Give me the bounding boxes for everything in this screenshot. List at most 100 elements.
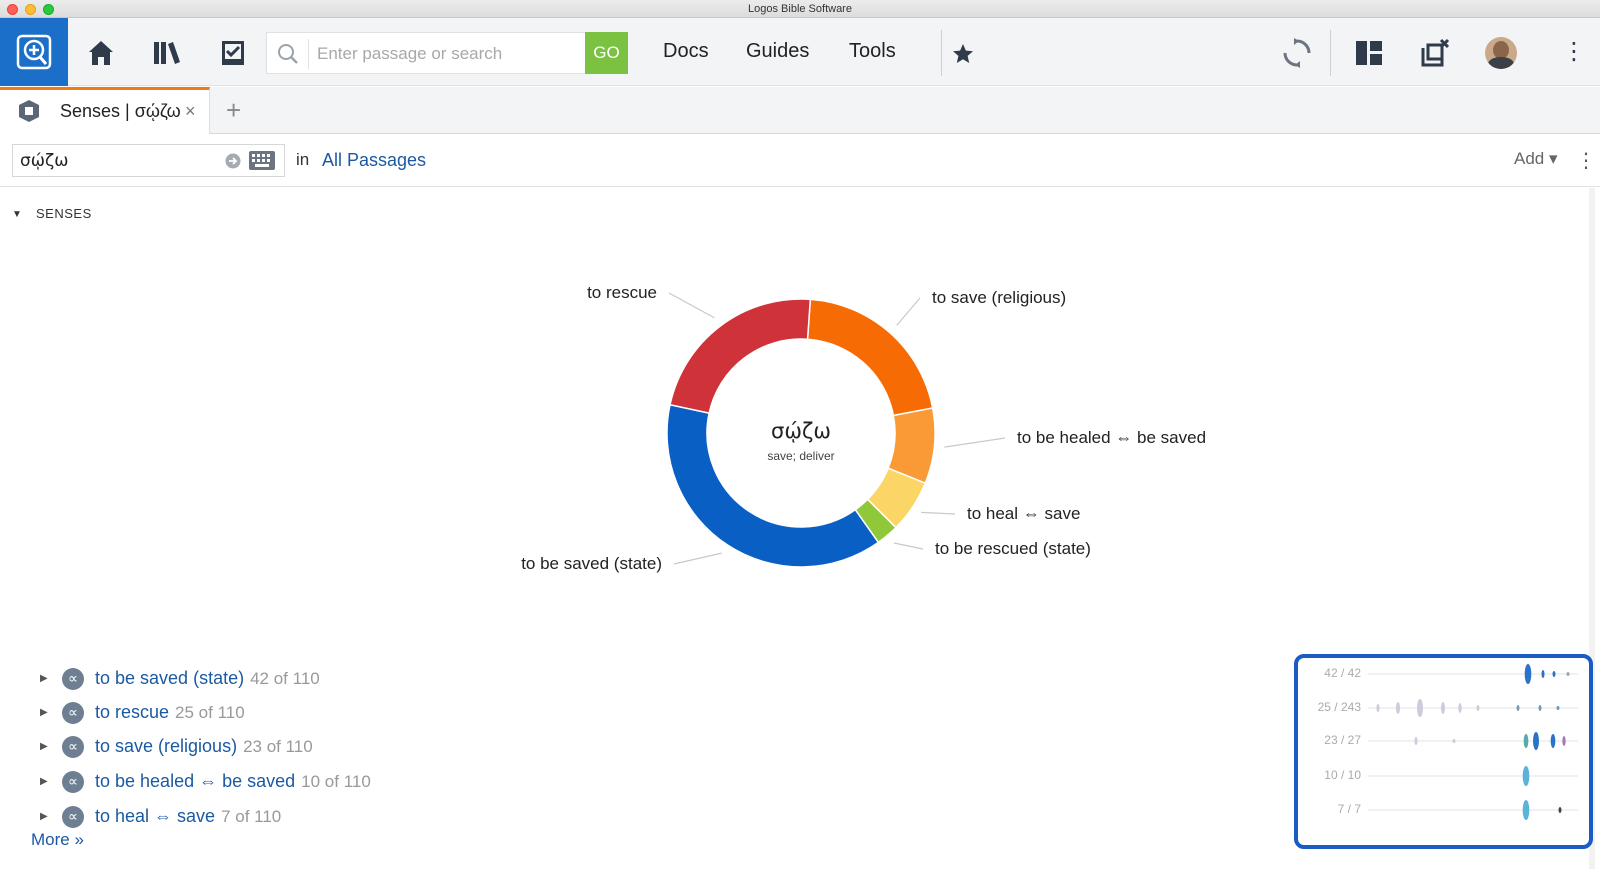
add-tab-button[interactable]: + [226,95,242,125]
sense-link[interactable]: to heal ⇔ save 7 of 110 [95,806,282,826]
slice-label: to heal ⇔ save [967,504,1080,523]
sparkline-graph [1368,664,1578,684]
sense-icon: ∝ [62,806,84,828]
sparkline-mark [1516,705,1520,711]
tab-senses[interactable]: Senses | σῴζω × [0,87,210,134]
slice-leader-line [893,542,924,550]
user-avatar[interactable] [1485,37,1517,69]
slice-label: to be healed ⇔ be saved [1017,428,1206,447]
sense-link[interactable]: to be saved (state) 42 of 110 [95,668,320,688]
sparkline-count: 25 / 243 [1317,700,1361,714]
occurrence-sparkline-panel: 42 / 42 25 / 243 23 / 27 10 / 10 7 / 7 [1294,654,1593,849]
sense-link[interactable]: to be healed ⇔ be saved 10 of 110 [95,771,371,791]
guides-menu[interactable]: Guides [746,40,810,62]
slice-leader-line [673,552,722,565]
passage-search-input[interactable] [317,39,572,69]
panel-menu-icon[interactable]: ⋮ [1576,150,1596,172]
slice-label: to be rescued (state) [935,539,1091,558]
sync-icon[interactable] [1282,38,1312,68]
sparkline-row[interactable]: 7 / 7 [1298,795,1589,825]
docs-menu[interactable]: Docs [663,40,709,62]
scope-selector[interactable]: All Passages [322,150,427,170]
sparkline-mark [1533,732,1539,750]
expand-caret-icon[interactable]: ▶ [40,673,48,684]
logos-search-button[interactable] [0,18,68,86]
close-window-button[interactable] [7,4,18,15]
more-options-icon[interactable]: ⋮ [1562,38,1586,65]
go-button[interactable]: GO [585,32,628,74]
sparkline-mark [1522,766,1530,786]
tasks-checklist-icon[interactable] [218,38,248,68]
expand-caret-icon[interactable]: ▶ [40,707,48,718]
donut-slice[interactable] [806,298,934,417]
keyboard-icon[interactable] [249,151,275,170]
tab-label: Senses | σῴζω [60,101,181,121]
sparkline-mark [1562,736,1566,746]
sense-count: 42 of 110 [250,669,320,688]
expand-caret-icon[interactable]: ▶ [40,741,48,752]
sparkline-graph [1368,766,1578,786]
donut-slice[interactable] [669,298,812,415]
passage-search-box [266,32,628,74]
search-icon [278,44,298,64]
senses-section-title[interactable]: SENSES [36,206,92,221]
toolbar-divider-right [1330,30,1331,76]
sparkline-graph [1368,699,1578,717]
add-menu-button[interactable]: Add ▾ [1514,149,1558,168]
query-bar: in All Passages Add ▾ ⋮ [0,135,1600,187]
go-arrow-icon[interactable] [225,153,241,169]
expand-caret-icon[interactable]: ▶ [40,811,48,822]
logos-logo-icon [16,34,52,70]
layouts-icon[interactable] [1354,38,1384,68]
sense-link[interactable]: to save (religious) 23 of 110 [95,736,313,756]
title-bar: Logos Bible Software [0,0,1600,18]
sense-icon: ∝ [62,702,84,724]
sparkline-row[interactable]: 10 / 10 [1298,761,1589,791]
sparkline-mark [1558,807,1562,813]
sparkline-mark [1523,734,1529,748]
lemma-input[interactable] [20,149,210,173]
sparkline-count: 7 / 7 [1337,802,1361,816]
close-panels-icon[interactable] [1420,38,1450,68]
sparkline-row[interactable]: 42 / 42 [1298,659,1589,689]
search-divider [308,39,309,69]
sparkline-mark [1376,704,1380,712]
window-title: Logos Bible Software [748,3,852,15]
sparkline-mark [1566,672,1570,676]
tools-menu[interactable]: Tools [849,40,896,62]
more-senses-link[interactable]: More » [31,830,84,849]
expand-caret-icon[interactable]: ▶ [40,776,48,787]
sense-count: 23 of 110 [243,737,313,756]
sense-link[interactable]: to rescue 25 of 110 [95,702,245,722]
zoom-window-button[interactable] [43,4,54,15]
sparkline-row[interactable]: 23 / 27 [1298,726,1589,756]
senses-donut-chart: to save (religious) to be healed ⇔ be sav… [521,283,1206,573]
chart-center-subtitle: save; deliver [767,449,834,463]
sparkline-count: 23 / 27 [1324,733,1361,747]
main-toolbar: GO Docs Guides Tools ⋮ [0,18,1600,86]
slice-leader-line [921,511,956,515]
lemma-input-box [12,144,285,177]
sparkline-mark [1476,705,1480,711]
collapse-senses-arrow-icon[interactable]: ▼ [12,209,22,220]
chart-center-title: σῴζω [771,419,831,443]
star-favorites-icon[interactable] [951,42,975,66]
slice-label: to rescue [587,283,657,302]
sparkline-mark [1522,800,1530,820]
tab-close-icon[interactable]: × [185,101,196,121]
senses-tool-icon [19,100,39,122]
donut-slice[interactable] [666,403,880,568]
slice-label: to save (religious) [932,288,1066,307]
home-icon[interactable] [86,38,116,68]
sparkline-graph [1368,732,1578,750]
sparkline-mark [1458,703,1462,713]
minimize-window-button[interactable] [25,4,36,15]
sparkline-mark [1441,702,1445,714]
sparkline-mark [1538,705,1542,711]
tab-bar: Senses | σῴζω × + [0,87,1600,134]
vertical-scrollbar[interactable] [1589,188,1595,869]
sparkline-row[interactable]: 25 / 243 [1298,693,1589,723]
slice-leader-line [896,297,921,326]
sense-count: 7 of 110 [221,807,282,826]
library-icon[interactable] [152,38,182,68]
